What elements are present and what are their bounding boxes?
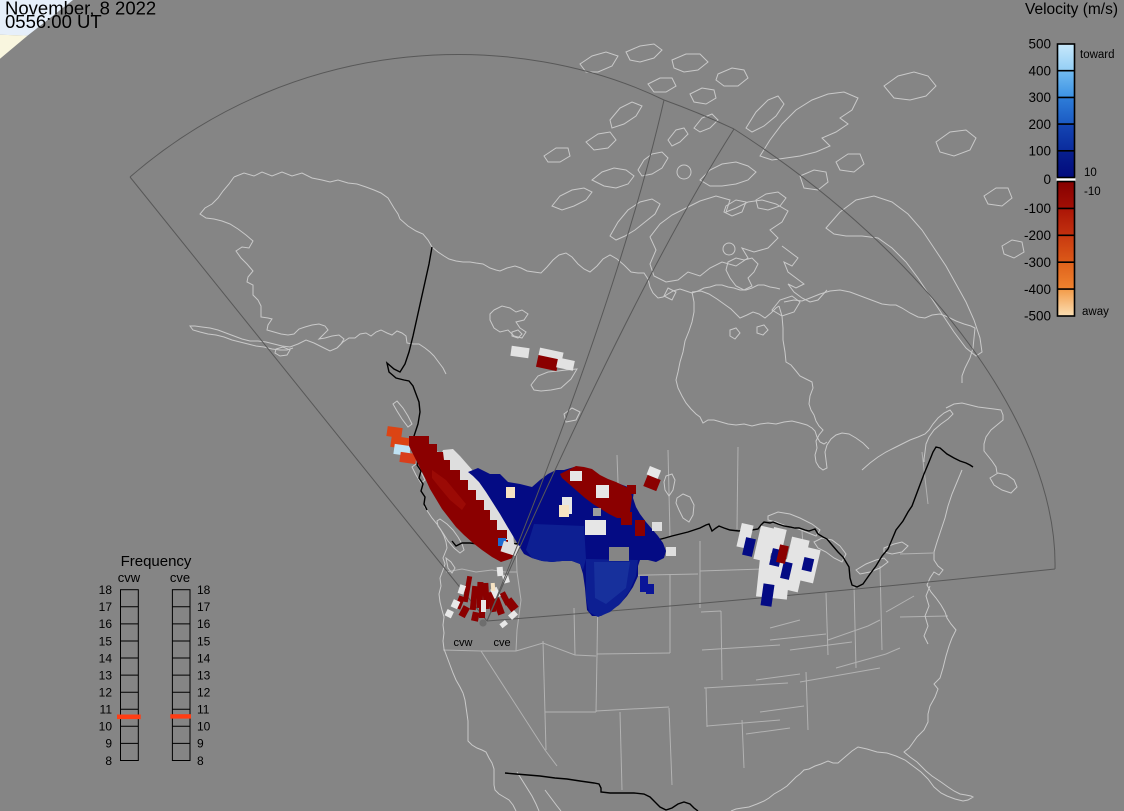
svg-text:15: 15 [197,634,211,648]
svg-text:-200: -200 [1024,228,1051,243]
svg-text:18: 18 [99,583,113,597]
svg-text:-10: -10 [1084,186,1101,198]
svg-text:-500: -500 [1024,309,1051,324]
svg-text:8: 8 [197,754,204,768]
svg-text:toward: toward [1080,49,1115,61]
svg-text:8: 8 [105,754,112,768]
svg-text:13: 13 [197,668,211,682]
svg-text:10: 10 [99,720,113,734]
svg-text:300: 300 [1028,90,1051,105]
svg-text:14: 14 [99,651,113,665]
svg-text:500: 500 [1028,37,1051,52]
svg-text:-300: -300 [1024,255,1051,270]
svg-text:18: 18 [197,583,211,597]
svg-text:11: 11 [197,703,210,717]
svg-text:12: 12 [99,686,113,700]
svg-text:17: 17 [197,600,211,614]
svg-text:9: 9 [197,737,204,751]
svg-text:0: 0 [1043,172,1051,187]
svg-text:11: 11 [100,703,113,717]
svg-text:17: 17 [99,600,113,614]
svg-text:-100: -100 [1024,201,1051,216]
svg-text:16: 16 [197,617,211,631]
svg-text:16: 16 [99,617,113,631]
svg-text:Frequency: Frequency [121,553,192,570]
svg-text:14: 14 [197,651,211,665]
svg-text:-400: -400 [1024,282,1051,297]
svg-text:200: 200 [1028,117,1051,132]
svg-text:cvw: cvw [118,570,141,585]
svg-text:100: 100 [1028,144,1051,159]
svg-text:0556:00 UT: 0556:00 UT [5,11,102,32]
svg-text:cvw: cvw [454,637,473,649]
svg-text:13: 13 [99,668,113,682]
svg-text:November, 8 2022: November, 8 2022 [5,0,156,19]
svg-text:away: away [1082,306,1109,318]
svg-text:12: 12 [197,686,211,700]
svg-text:15: 15 [99,634,113,648]
svg-text:10: 10 [197,720,211,734]
svg-text:400: 400 [1028,63,1051,78]
svg-text:cve: cve [170,570,190,585]
svg-text:9: 9 [105,737,112,751]
svg-text:Velocity (m/s): Velocity (m/s) [1025,1,1118,18]
svg-text:10: 10 [1084,167,1097,179]
svg-text:cve: cve [493,637,510,649]
